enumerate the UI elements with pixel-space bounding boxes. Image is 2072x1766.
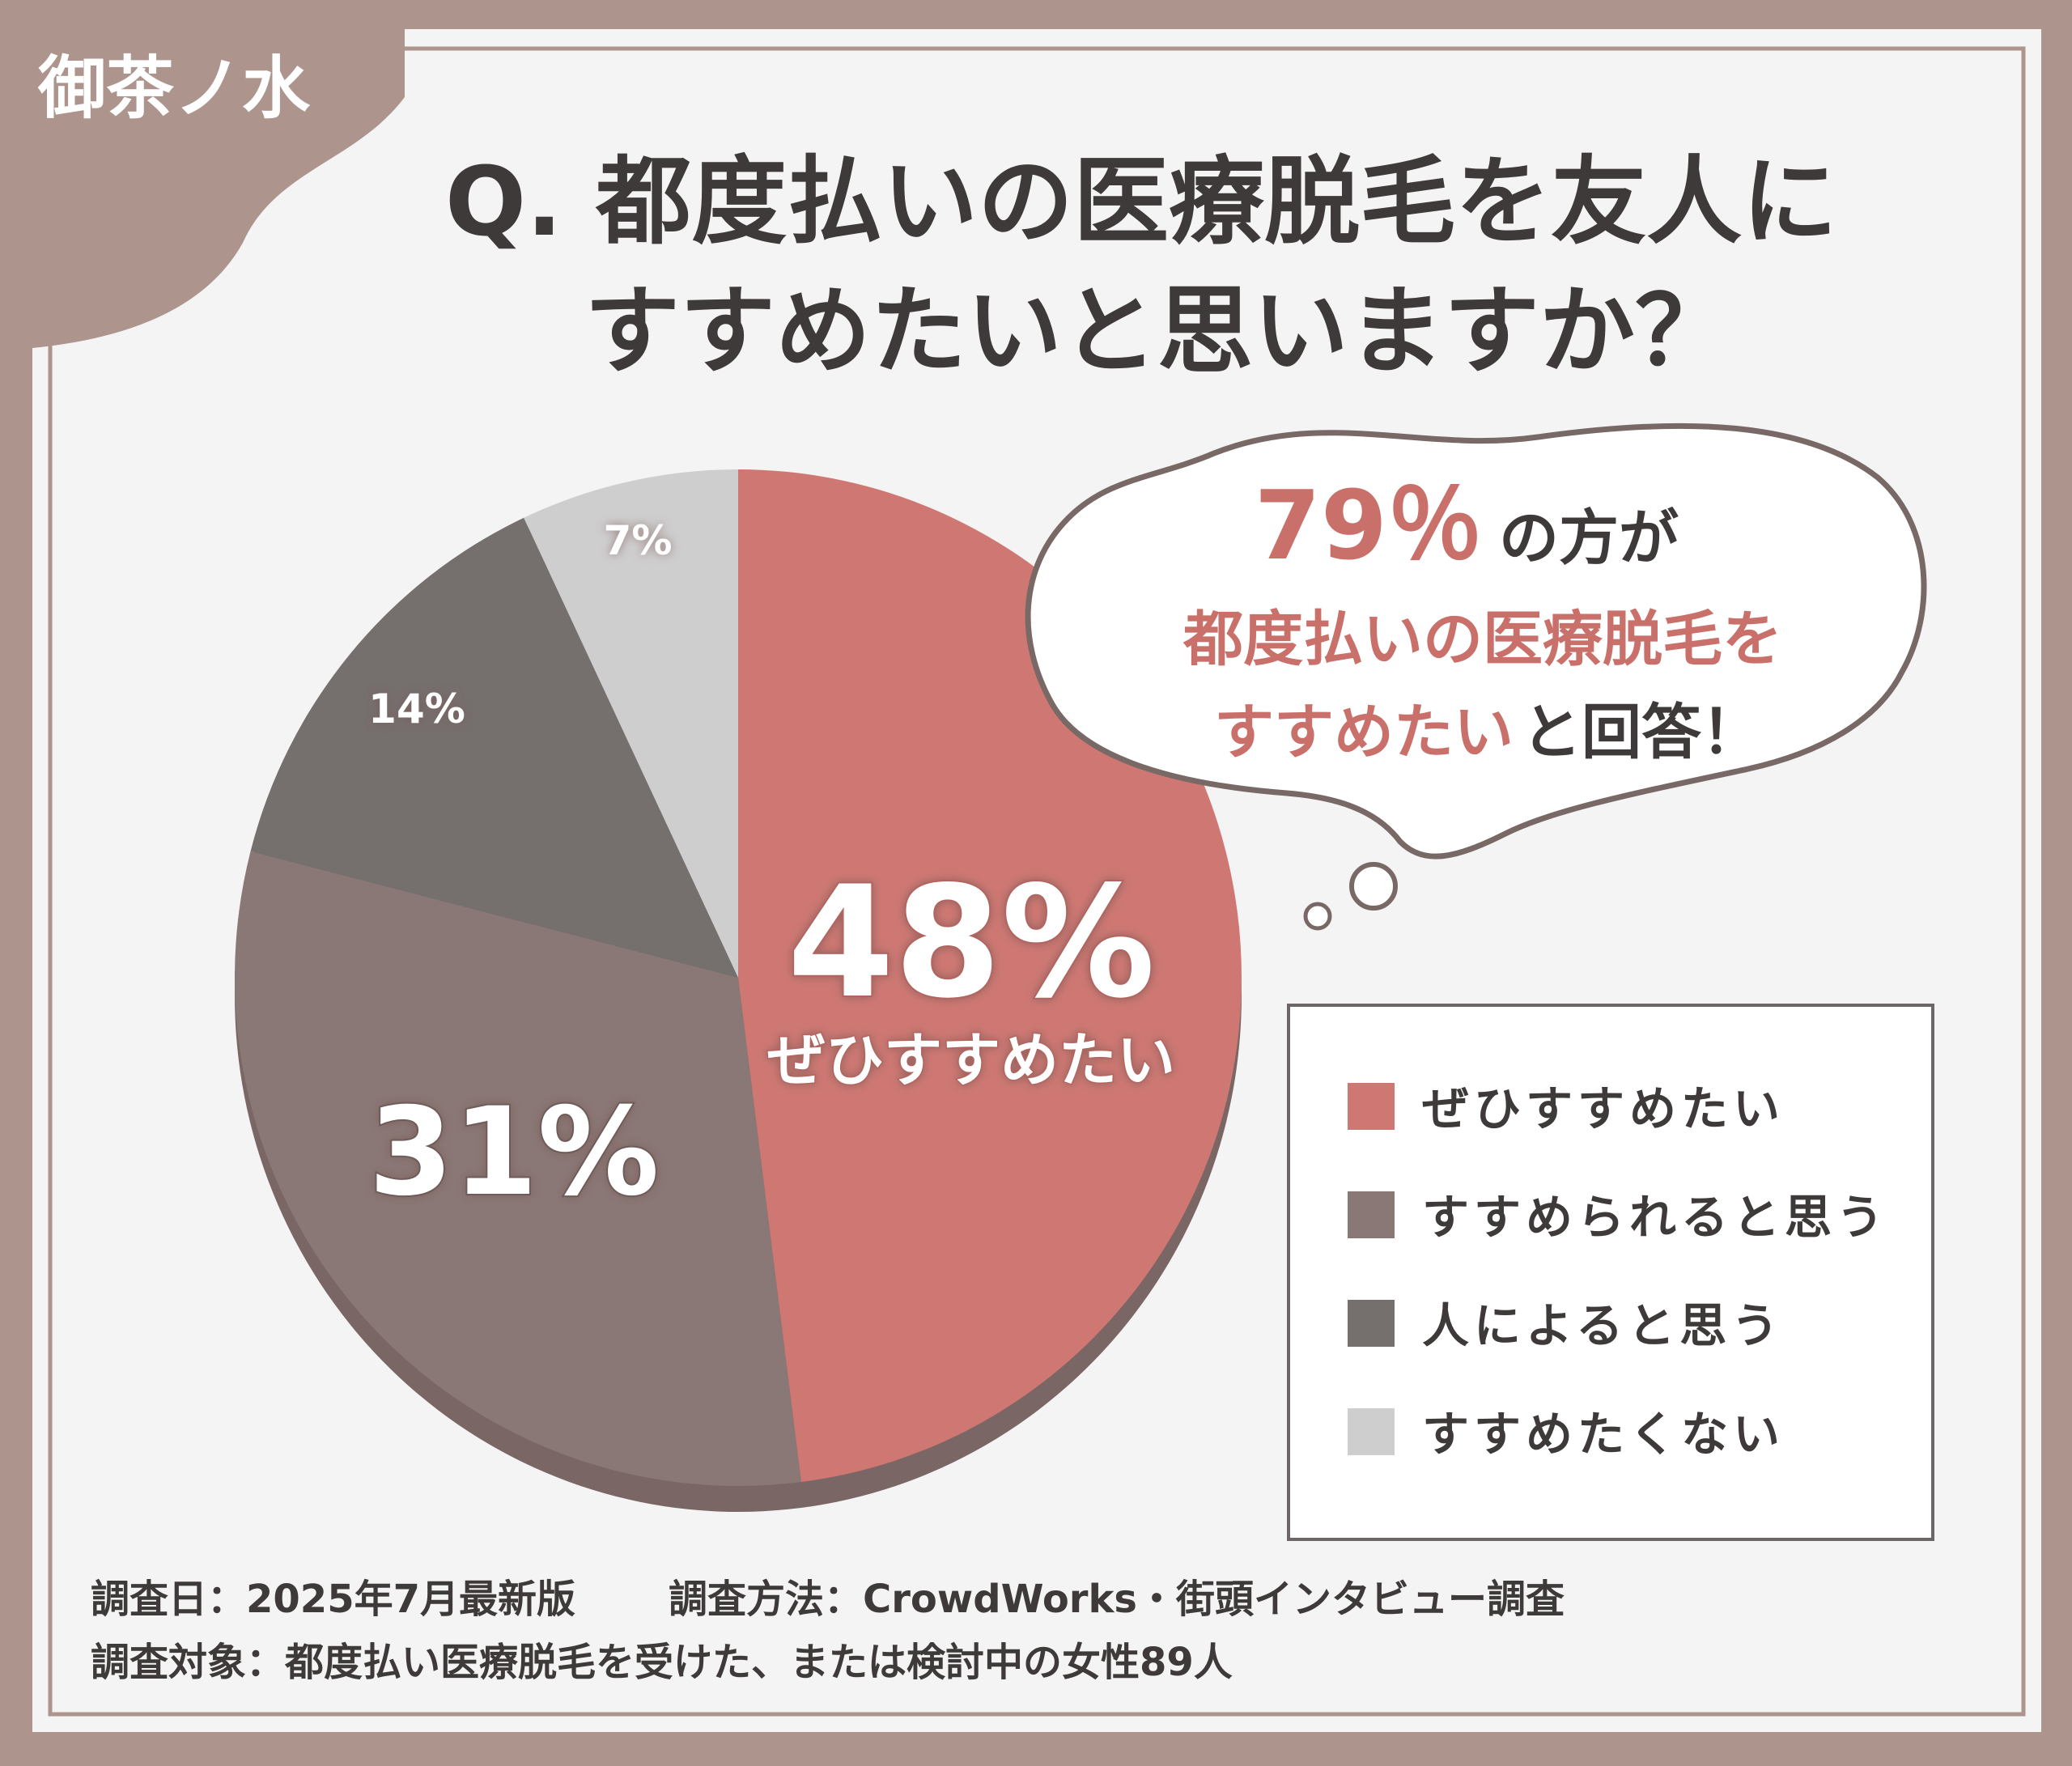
pie-slice-2 bbox=[235, 851, 801, 1486]
callout-shape bbox=[1025, 422, 1927, 860]
callout-line3-highlight: すすめたい bbox=[1214, 698, 1514, 767]
legend-swatch-1 bbox=[1348, 1083, 1395, 1130]
question-line-2: すすめたいと思いますか？ bbox=[584, 275, 1730, 387]
legend-label-2: すすめられると思う bbox=[1422, 1190, 1888, 1245]
callout-line3-rest: と回答！ bbox=[1522, 698, 1761, 767]
callout-tail-bubble-large bbox=[1349, 862, 1398, 911]
slice-label-third-pct: 14% bbox=[368, 686, 465, 732]
slice-label-fourth-pct: 7% bbox=[604, 517, 673, 564]
legend-swatch-2 bbox=[1348, 1191, 1395, 1238]
inner-border bbox=[48, 46, 2026, 1717]
question-line-1: Q. 都度払いの医療脱毛を友人に bbox=[445, 146, 1837, 257]
legend-box bbox=[1287, 1004, 1934, 1541]
legend-label-1: ぜひすすめたい bbox=[1422, 1081, 1785, 1136]
slice-label-main-caption: ぜひすすめたい bbox=[767, 1026, 1175, 1094]
slice-label-second-pct: 31% bbox=[368, 1082, 659, 1223]
callout-line1-rest: の方が bbox=[1499, 503, 1679, 573]
legend-swatch-3 bbox=[1348, 1300, 1395, 1347]
legend-label-4: すすめたくない bbox=[1422, 1407, 1785, 1462]
footer-method: 調査方法：CrowdWorks・街頭インタビュー調査 bbox=[669, 1577, 1565, 1622]
legend-swatch-4 bbox=[1348, 1408, 1395, 1455]
brand-tab bbox=[0, 0, 405, 348]
callout-tail-bubble-small bbox=[1303, 902, 1332, 931]
footer-target: 調査対象：都度払い医療脱毛を受けた、または検討中の女性89人 bbox=[91, 1640, 1233, 1685]
callout-highlight-pct: 79％ bbox=[1255, 469, 1483, 581]
callout-bubble: 79％ の方が 都度払いの医療脱毛を すすめたい と回答！ bbox=[1025, 422, 1927, 931]
pie-slice-4 bbox=[524, 469, 738, 978]
callout-line-2: 都度払いの医療脱毛を bbox=[1182, 605, 1782, 674]
footer-date: 調査日：2025年7月最新版 bbox=[91, 1577, 575, 1622]
slice-label-main-pct: 48% bbox=[788, 853, 1156, 1032]
legend-label-3: 人によると思う bbox=[1422, 1298, 1783, 1353]
brand-label: 御茶ノ水 bbox=[37, 49, 311, 128]
pie-slice-3 bbox=[250, 517, 738, 978]
